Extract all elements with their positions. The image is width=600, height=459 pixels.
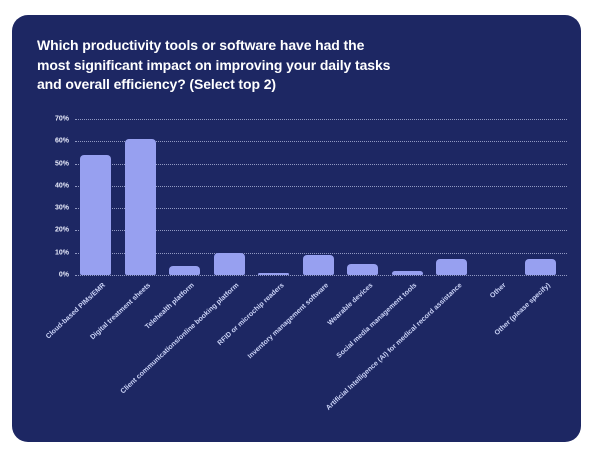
y-tick-label: 10%	[54, 249, 69, 257]
y-tick-label: 30%	[54, 204, 69, 212]
gridline	[75, 119, 567, 120]
bar	[302, 254, 334, 275]
gridline	[75, 163, 567, 165]
y-tick-label: 0%	[58, 271, 69, 279]
bar	[124, 139, 156, 275]
bar	[80, 154, 111, 275]
survey-chart-card: Which productivity tools or software hav…	[12, 15, 581, 442]
gridline	[75, 230, 567, 232]
x-axis-label: Inventory management software	[246, 282, 330, 361]
gridline	[75, 275, 567, 276]
bar	[347, 263, 378, 275]
bar	[169, 266, 200, 275]
y-tick-label: 40%	[54, 182, 69, 190]
bar	[391, 270, 423, 275]
bar	[213, 252, 245, 275]
bar	[258, 272, 289, 275]
x-axis-label: Other	[489, 282, 508, 300]
bar	[436, 259, 467, 275]
gridline	[75, 252, 567, 254]
chart-title-line: Which productivity tools or software hav…	[37, 37, 365, 53]
y-tick-label: 20%	[54, 226, 69, 234]
x-axis-label: Telehealth platform	[144, 282, 197, 331]
bar-chart-plot-area: 0% 10% 20% 30% 40% 50% 60% 70% Cloud-based PIMs/…	[45, 116, 567, 412]
y-tick-label: 70%	[54, 115, 69, 123]
chart-title: Which productivity tools or software hav…	[37, 36, 507, 95]
y-tick-label: 60%	[54, 137, 69, 145]
y-tick-label: 50%	[54, 160, 69, 168]
x-axis-label: Wearable devices	[326, 282, 375, 328]
gridline	[75, 185, 567, 187]
bar	[525, 259, 556, 275]
gridline	[75, 141, 567, 143]
chart-title-line: and overall efficiency? (Select top 2)	[37, 76, 276, 92]
chart-title-line: most significant impact on improving you…	[37, 56, 391, 73]
gridline	[75, 208, 567, 210]
x-axis-label: Social media management tools	[336, 282, 419, 360]
